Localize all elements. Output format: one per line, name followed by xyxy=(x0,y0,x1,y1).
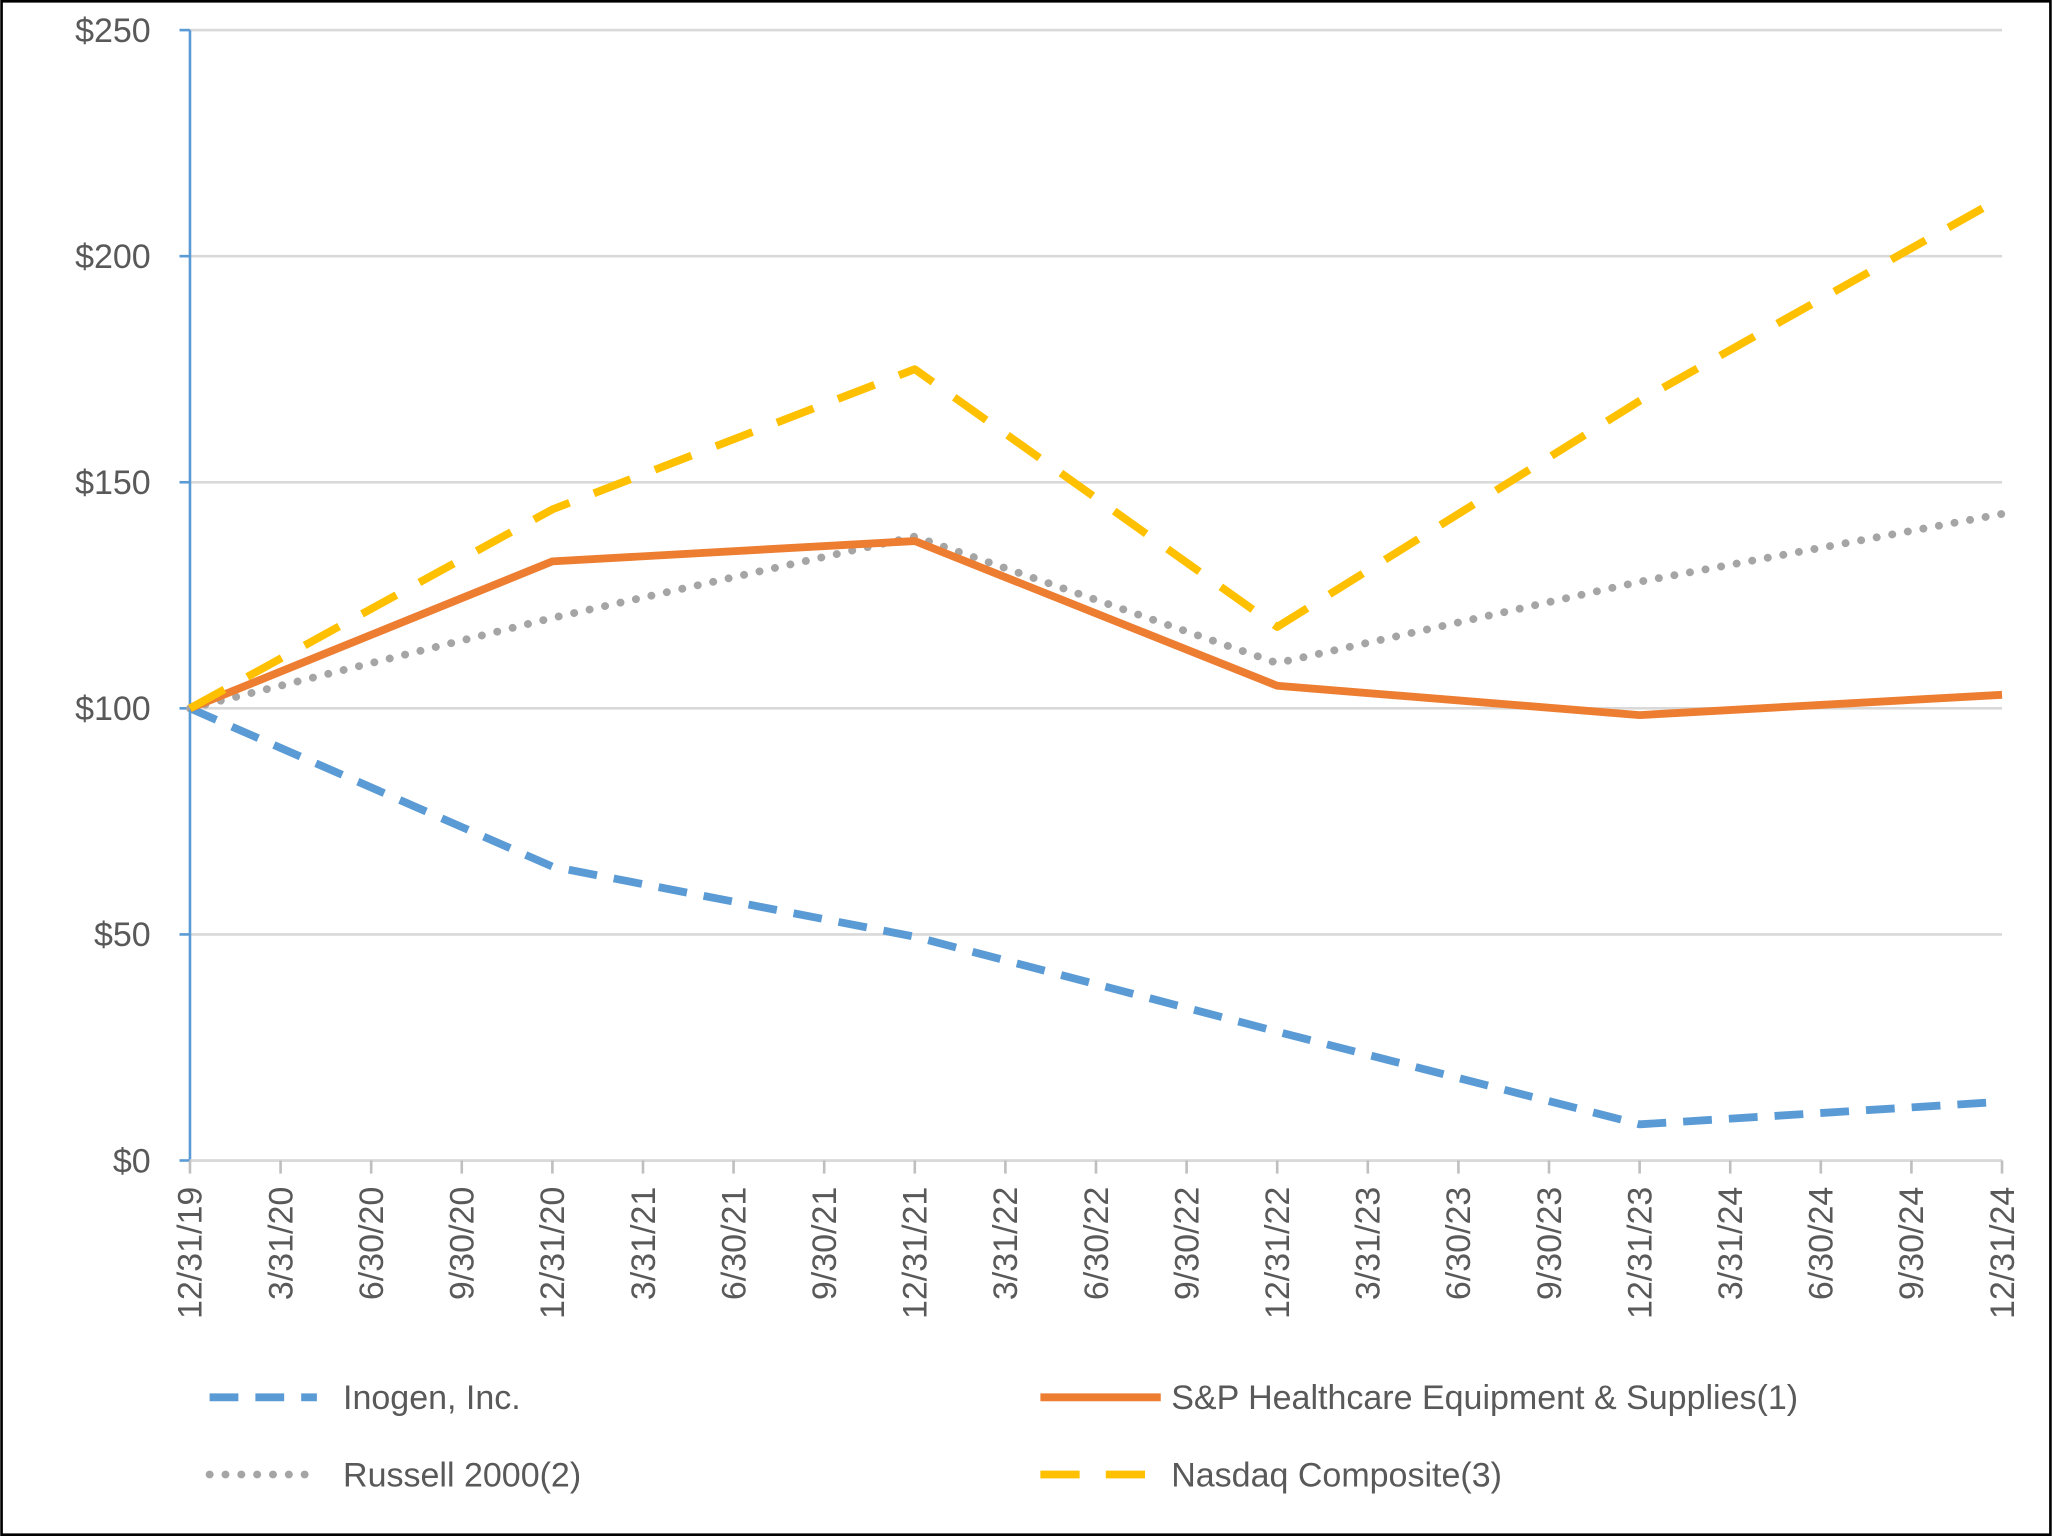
series-line xyxy=(186,509,2006,713)
x-tick-label: 9/30/21 xyxy=(806,1187,844,1300)
x-tick-label: 3/31/20 xyxy=(262,1187,300,1300)
x-tick-label: 6/30/23 xyxy=(1440,1187,1478,1300)
x-tick-label: 9/30/23 xyxy=(1531,1187,1569,1300)
x-tick-label: 12/31/21 xyxy=(897,1187,935,1319)
legend-label: Nasdaq Composite(3) xyxy=(1171,1456,1502,1494)
x-tick-label: 9/30/22 xyxy=(1168,1187,1206,1300)
x-tick-label: 12/31/24 xyxy=(1984,1187,2022,1319)
legend-label: S&P Healthcare Equipment & Supplies(1) xyxy=(1171,1379,1798,1417)
series-line xyxy=(188,704,2003,1129)
legend-label: Russell 2000(2) xyxy=(343,1456,581,1494)
x-tick-label: 3/31/22 xyxy=(987,1187,1025,1300)
y-tick-label: $50 xyxy=(94,916,151,954)
y-tick-label: $150 xyxy=(75,464,151,502)
x-tick-label: 3/31/24 xyxy=(1712,1187,1750,1300)
x-tick-label: 12/31/23 xyxy=(1621,1187,1659,1319)
y-tick-label: $100 xyxy=(75,690,151,728)
series-line xyxy=(188,193,2004,712)
y-tick-label: $200 xyxy=(75,238,151,276)
x-tick-label: 12/31/20 xyxy=(534,1187,572,1319)
x-tick-label: 12/31/22 xyxy=(1259,1187,1297,1319)
x-tick-label: 6/30/22 xyxy=(1078,1187,1116,1300)
x-tick-label: 12/31/19 xyxy=(172,1187,210,1319)
x-tick-label: 6/30/21 xyxy=(715,1187,753,1300)
x-tick-label: 6/30/24 xyxy=(1803,1187,1841,1300)
series-line xyxy=(188,537,2003,720)
legend-label: Inogen, Inc. xyxy=(343,1379,521,1417)
y-tick-label: $250 xyxy=(75,12,151,50)
x-tick-label: 3/31/23 xyxy=(1350,1187,1388,1300)
x-tick-label: 9/30/24 xyxy=(1893,1187,1931,1300)
y-tick-label: $0 xyxy=(113,1142,151,1180)
x-tick-label: 3/31/21 xyxy=(625,1187,663,1300)
x-tick-label: 6/30/20 xyxy=(353,1187,391,1300)
x-tick-label: 9/30/20 xyxy=(444,1187,482,1300)
